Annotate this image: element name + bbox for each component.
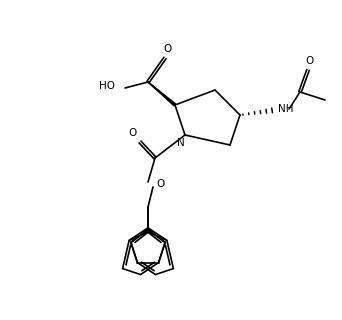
Text: O: O: [306, 56, 314, 66]
Text: NH: NH: [278, 104, 293, 114]
Polygon shape: [148, 82, 176, 106]
Text: N: N: [177, 138, 185, 148]
Text: O: O: [128, 128, 136, 138]
Text: HO: HO: [99, 81, 115, 91]
Text: O: O: [156, 179, 164, 189]
Text: O: O: [163, 44, 171, 54]
